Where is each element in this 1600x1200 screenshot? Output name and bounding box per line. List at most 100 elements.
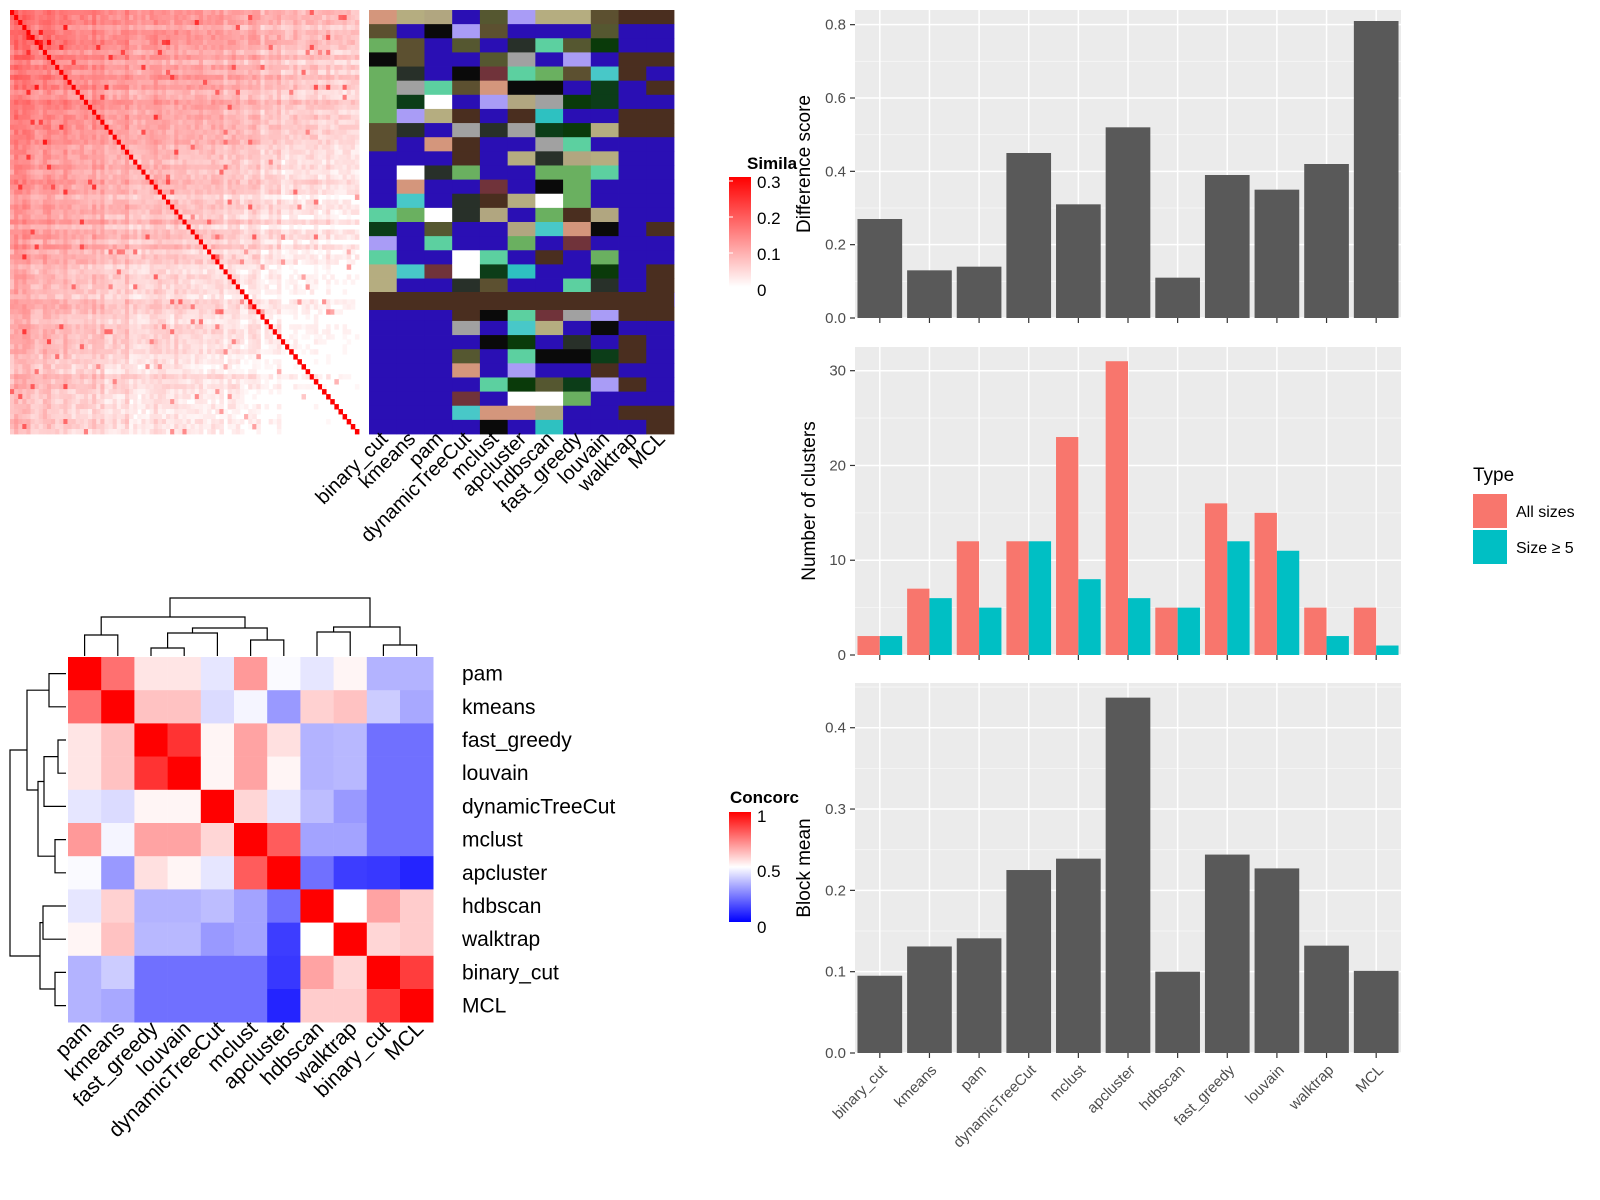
similarity-cell [141,49,146,56]
similarity-cell [96,229,101,235]
similarity-cell [83,219,89,225]
similarity-cell [186,239,192,245]
similarity-cell [227,59,233,66]
similarity-cell [297,189,302,195]
similarity-cell [334,259,339,265]
similarity-cell [133,79,138,86]
similarity-cell [186,34,192,41]
similarity-cell [38,269,44,275]
similarity-cell [260,44,265,51]
similarity-cell [104,154,109,161]
similarity-cell [231,194,237,200]
similarity-cell [186,49,192,56]
similarity-cell [264,194,270,200]
similarity-cell [137,149,142,156]
similarity-cell [211,134,216,141]
similarity-cell [59,274,64,280]
similarity-cell [219,14,224,21]
similarity-cell [202,159,208,166]
similarity-cell [235,269,241,275]
similarity-cell [153,119,159,126]
similarity-cell [264,259,270,265]
similarity-cell [30,144,36,151]
similarity-cell [157,179,163,185]
similarity-cell [34,259,40,265]
similarity-cell [141,114,146,121]
similarity-cell [231,254,237,260]
similarity-cell [157,114,163,121]
similarity-cell [161,159,167,166]
similarity-cell [186,284,192,290]
similarity-cell [268,54,274,61]
similarity-cell [174,184,179,190]
similarity-cell [63,94,68,101]
similarity-cell [313,204,319,210]
similarity-cell [256,269,261,275]
similarity-cell [256,194,261,200]
similarity-cell [67,309,72,315]
similarity-cell [268,234,274,240]
similarity-cell [30,89,36,96]
similarity-cell [326,149,331,156]
similarity-cell [285,14,290,21]
similarity-cell [198,299,204,305]
similarity-cell [280,54,286,61]
similarity-cell [51,194,56,200]
similarity-cell [161,174,167,180]
similarity-cell [55,209,60,215]
similarity-cell [338,34,343,41]
similarity-cell [235,214,241,220]
similarity-cell [309,254,315,260]
similarity-cell [305,279,311,285]
similarity-cell [326,284,331,290]
similarity-cell [124,224,130,230]
similarity-cell [350,124,356,131]
similarity-cell [223,269,229,275]
similarity-cell [79,224,85,230]
similarity-cell [248,119,253,126]
similarity-cell [42,139,48,146]
similarity-cell [219,244,224,250]
similarity-cell [63,209,68,215]
similarity-cell [342,209,348,215]
similarity-cell [334,64,339,71]
similarity-cell [346,139,352,146]
similarity-cell [276,99,282,106]
similarity-cell [223,84,229,91]
similarity-cell [129,74,134,81]
similarity-cell [166,269,171,275]
similarity-cell [231,79,237,86]
similarity-cell [178,174,183,180]
similarity-cell [285,39,290,46]
similarity-cell [268,289,274,295]
similarity-cell [161,234,167,240]
similarity-cell [244,299,249,305]
similarity-cell [108,24,114,31]
similarity-cell [313,264,319,270]
similarity-cell [346,69,352,76]
similarity-cell [161,169,167,176]
similarity-cell [120,229,126,235]
similarity-cell [26,144,31,151]
similarity-cell [83,289,89,295]
similarity-cell [231,239,237,245]
similarity-cell [239,89,245,96]
similarity-cell [280,79,286,86]
similarity-cell [301,254,307,260]
similarity-cell [59,254,64,260]
similarity-cell [88,94,93,101]
similarity-cell [264,209,270,215]
similarity-cell [190,89,196,96]
similarity-cell [330,124,335,131]
similarity-cell [67,239,72,245]
similarity-cell [346,219,352,225]
similarity-cell [145,199,150,205]
similarity-cell [55,59,60,66]
similarity-cell [153,14,159,21]
similarity-cell [215,139,220,146]
similarity-cell [22,64,27,71]
similarity-cell [153,214,159,220]
similarity-cell [46,219,52,225]
similarity-cell [260,304,265,310]
similarity-cell [51,274,56,280]
